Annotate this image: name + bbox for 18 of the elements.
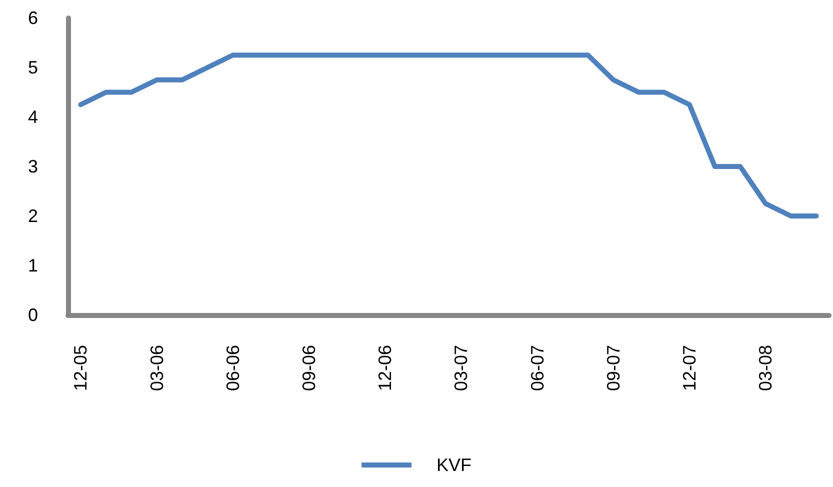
x-tick-label: 06-07: [527, 345, 548, 392]
y-tick-label: 2: [28, 206, 38, 226]
x-tick-label: 03-08: [756, 345, 776, 392]
y-tick-label: 1: [28, 256, 38, 276]
x-tick-label: 03-06: [146, 345, 167, 392]
y-tick-label: 3: [28, 156, 38, 176]
y-tick-label: 6: [28, 8, 38, 28]
y-tick-label: 0: [28, 305, 38, 325]
legend-label: KVF: [436, 455, 472, 475]
x-tick-label: 03-07: [451, 345, 472, 392]
x-tick-label: 12-05: [70, 345, 91, 392]
x-tick-label: 06-06: [222, 345, 243, 392]
y-tick-label: 5: [28, 58, 38, 78]
x-tick-label: 12-06: [375, 345, 396, 392]
y-tick-label: 4: [28, 107, 38, 127]
x-tick-label: 12-07: [679, 345, 700, 392]
x-tick-label: 09-06: [298, 345, 319, 392]
x-tick-label: 09-07: [603, 345, 624, 392]
